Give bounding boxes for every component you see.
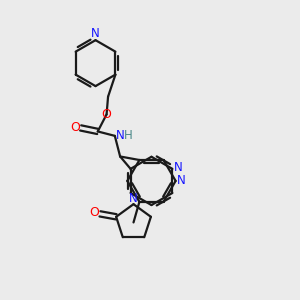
Text: O: O xyxy=(90,206,100,220)
Text: N: N xyxy=(174,161,183,175)
Text: N: N xyxy=(177,174,186,188)
Text: N: N xyxy=(91,27,100,40)
Text: O: O xyxy=(102,108,112,121)
Text: H: H xyxy=(124,129,133,142)
Text: N: N xyxy=(116,129,124,142)
Text: O: O xyxy=(70,121,80,134)
Text: N: N xyxy=(129,192,138,206)
